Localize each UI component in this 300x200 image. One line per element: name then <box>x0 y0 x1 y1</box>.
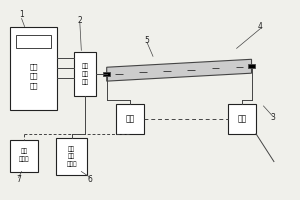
Text: 1: 1 <box>19 10 24 19</box>
Text: 6: 6 <box>88 175 93 184</box>
Text: 压间
绹缘
测试义: 压间 绹缘 测试义 <box>66 146 77 167</box>
Bar <box>248 64 255 68</box>
Text: 电机: 电机 <box>125 114 134 123</box>
Text: 7: 7 <box>16 175 21 184</box>
Bar <box>16 35 52 48</box>
Bar <box>103 72 110 76</box>
Bar <box>74 52 96 96</box>
Polygon shape <box>107 59 251 81</box>
Bar <box>228 104 256 134</box>
Text: 冲击
试验
电源: 冲击 试验 电源 <box>29 64 38 89</box>
Bar <box>10 27 57 110</box>
Text: 3: 3 <box>270 113 275 122</box>
Text: 电机: 电机 <box>237 114 246 123</box>
Bar <box>10 140 38 171</box>
Bar <box>56 138 87 175</box>
Text: 耐压
测试义: 耐压 测试义 <box>19 149 29 162</box>
Text: 定时
触发
装置: 定时 触发 装置 <box>82 63 88 85</box>
Text: 4: 4 <box>258 22 263 31</box>
Bar <box>116 104 144 134</box>
Text: 5: 5 <box>145 36 149 45</box>
Text: 2: 2 <box>77 16 82 25</box>
